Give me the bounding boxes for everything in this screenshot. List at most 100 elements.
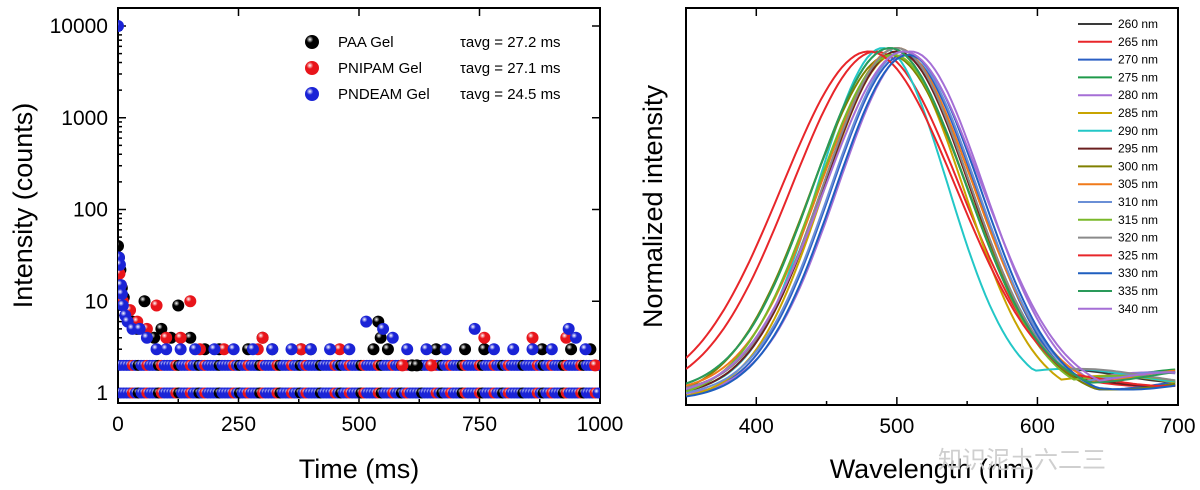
data-point-paa-gel bbox=[118, 240, 124, 253]
plot-frame bbox=[685, 7, 1179, 406]
data-point-pndeam-gel bbox=[118, 287, 128, 300]
legend-annotation: τavg = 24.5 ms bbox=[460, 86, 561, 103]
legend-label: PNDEAM Gel bbox=[338, 86, 430, 103]
data-point-pnipam-gel bbox=[589, 359, 600, 372]
legend-label: 325 nm bbox=[1118, 248, 1158, 262]
data-point-pndeam-gel bbox=[174, 343, 187, 356]
data-point-pnipam-gel bbox=[425, 359, 438, 372]
data-point-pndeam-gel bbox=[507, 343, 520, 356]
legend-label: 335 nm bbox=[1118, 284, 1158, 298]
series-line-315-nm bbox=[686, 53, 1176, 393]
data-point-paa-gel bbox=[155, 322, 168, 335]
y-tick-label: 100 bbox=[73, 199, 108, 222]
legend-label: 290 nm bbox=[1118, 124, 1158, 138]
y-tick-label: 10 bbox=[85, 290, 108, 313]
legend-marker bbox=[305, 87, 319, 101]
legend-label: PAA Gel bbox=[338, 34, 394, 51]
data-point-pnipam-gel bbox=[526, 331, 539, 344]
x-axis-label: Wavelength (nm) bbox=[830, 454, 1035, 484]
legend-annotation: τavg = 27.2 ms bbox=[460, 34, 561, 51]
y-tick-label: 10000 bbox=[50, 15, 108, 38]
legend-label: 300 nm bbox=[1118, 159, 1158, 173]
data-point-pnipam-gel bbox=[256, 331, 269, 344]
data-point-pnipam-gel bbox=[174, 331, 187, 344]
data-point-pndeam-gel bbox=[189, 343, 202, 356]
legend: PAA Gel τavg = 27.2 ms PNIPAM Gel τavg = 27… bbox=[305, 34, 561, 103]
watermark-text: 知识泥土六二三 bbox=[938, 446, 1106, 474]
data-point-pndeam-gel bbox=[304, 343, 317, 356]
data-point-pnipam-gel bbox=[478, 331, 491, 344]
data-point-pndeam-gel bbox=[579, 343, 592, 356]
legend-label: 260 nm bbox=[1118, 17, 1158, 31]
data-point-pnipam-gel bbox=[333, 343, 346, 356]
data-point-paa-gel bbox=[459, 343, 472, 356]
data-point-pndeam-gel bbox=[324, 343, 337, 356]
x-tick-label: 500 bbox=[879, 415, 914, 438]
y-tick-label: 1000 bbox=[61, 107, 108, 130]
data-point-pndeam-gel bbox=[118, 258, 126, 271]
data-point-paa-gel bbox=[138, 295, 151, 308]
emission-chart: 400 500 600 700 Wavelength (nm) Normalized in… bbox=[638, 7, 1196, 484]
data-point-pndeam-gel bbox=[569, 331, 582, 344]
legend-label: PNIPAM Gel bbox=[338, 60, 422, 77]
series-lines bbox=[686, 46, 1176, 398]
data-point-paa-gel bbox=[565, 343, 578, 356]
data-point-pndeam-gel bbox=[227, 343, 240, 356]
data-point-pndeam-gel bbox=[526, 343, 539, 356]
data-point-paa-gel bbox=[367, 343, 380, 356]
data-point-pndeam-gel bbox=[487, 343, 500, 356]
legend-label: 270 nm bbox=[1118, 53, 1158, 67]
data-points bbox=[118, 20, 600, 399]
data-point-pndeam-gel bbox=[133, 322, 146, 335]
data-point-pndeam-gel bbox=[377, 322, 390, 335]
data-point-pndeam-gel bbox=[246, 343, 259, 356]
legend: 260 nm 265 nm 270 nm 275 nm 280 nm 285 nm 290 … bbox=[1078, 17, 1158, 316]
data-point-pnipam-gel bbox=[150, 299, 163, 312]
data-point-pndeam-gel bbox=[118, 20, 124, 32]
legend-label: 305 nm bbox=[1118, 177, 1158, 191]
series-line-340-nm bbox=[686, 50, 1176, 390]
legend-label: 340 nm bbox=[1118, 302, 1158, 316]
data-point-pndeam-gel bbox=[160, 343, 173, 356]
data-point-paa-gel bbox=[430, 343, 443, 356]
x-tick-label: 0 bbox=[112, 413, 124, 436]
series-line-295-nm bbox=[686, 50, 1176, 393]
data-point-pndeam-gel bbox=[118, 299, 129, 312]
legend-annotation: τavg = 27.1 ms bbox=[460, 60, 561, 77]
data-point-pndeam-gel bbox=[150, 343, 163, 356]
x-tick-label: 500 bbox=[341, 413, 376, 436]
x-tick-label: 250 bbox=[221, 413, 256, 436]
data-point-pndeam-gel bbox=[343, 343, 356, 356]
x-tick-label: 750 bbox=[462, 413, 497, 436]
y-axis-label: Intensity (counts) bbox=[8, 103, 38, 309]
data-point-pndeam-gel bbox=[208, 343, 221, 356]
y-tick-label: 1 bbox=[96, 382, 108, 405]
data-point-paa-gel bbox=[172, 299, 185, 312]
data-point-pndeam-gel bbox=[468, 322, 481, 335]
legend-label: 275 nm bbox=[1118, 70, 1158, 84]
x-tick-label: 700 bbox=[1160, 415, 1195, 438]
legend-marker bbox=[305, 35, 319, 49]
data-point-pndeam-gel bbox=[439, 343, 452, 356]
data-point-pndeam-gel bbox=[285, 343, 298, 356]
data-point-pndeam-gel bbox=[360, 315, 373, 328]
x-axis-label: Time (ms) bbox=[299, 454, 419, 484]
legend-label: 315 nm bbox=[1118, 213, 1158, 227]
data-point-pndeam-gel bbox=[420, 343, 433, 356]
legend-label: 295 nm bbox=[1118, 142, 1158, 156]
data-point-pndeam-gel bbox=[266, 343, 279, 356]
series-line-280-nm bbox=[686, 50, 1176, 395]
decay-chart: 0 250 500 750 1000 1 10 100 1000 10000 Time (ms) In… bbox=[8, 7, 623, 484]
legend-marker bbox=[305, 61, 319, 75]
data-point-pnipam-gel bbox=[160, 331, 173, 344]
data-point-pnipam-gel bbox=[184, 295, 197, 308]
data-point-paa-gel bbox=[381, 343, 394, 356]
data-point-paa-gel bbox=[184, 331, 197, 344]
y-axis-label: Normalized intensity bbox=[638, 84, 668, 328]
x-tick-label: 600 bbox=[1020, 415, 1055, 438]
data-point-pnipam-gel bbox=[295, 343, 308, 356]
data-point-pnipam-gel bbox=[218, 343, 231, 356]
data-point-pndeam-gel bbox=[118, 279, 127, 292]
legend-label: 320 nm bbox=[1118, 231, 1158, 245]
